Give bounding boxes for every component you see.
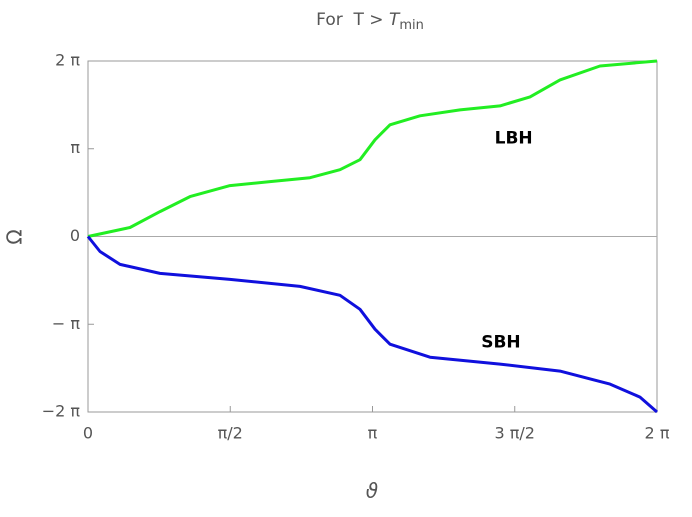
- x-tick-label: π/2: [218, 424, 243, 443]
- y-tick-label: −2 π: [42, 402, 81, 421]
- y-axis-label: Ω: [3, 229, 27, 244]
- chart-title: For T > Tmin: [316, 10, 424, 33]
- y-tick-label: 0: [70, 226, 80, 245]
- line-series: [87, 59, 658, 238]
- x-tick-label: 2 π: [645, 424, 670, 443]
- title-main: For T >: [316, 10, 389, 30]
- annotation: LBH: [495, 129, 533, 149]
- x-tick-label: 3 π/2: [495, 424, 535, 443]
- title-subscript: min: [399, 18, 424, 33]
- y-tick-label: − π: [52, 314, 80, 333]
- annotation: SBH: [481, 333, 520, 353]
- title-italic: T: [389, 10, 401, 30]
- y-tick-label: 2 π: [55, 51, 80, 70]
- x-axis-label: ϑ: [366, 479, 378, 503]
- line-series: [86, 235, 658, 414]
- x-tick-label: 0: [83, 424, 93, 443]
- y-tick-label: π: [70, 138, 80, 157]
- x-tick-label: π: [368, 424, 378, 443]
